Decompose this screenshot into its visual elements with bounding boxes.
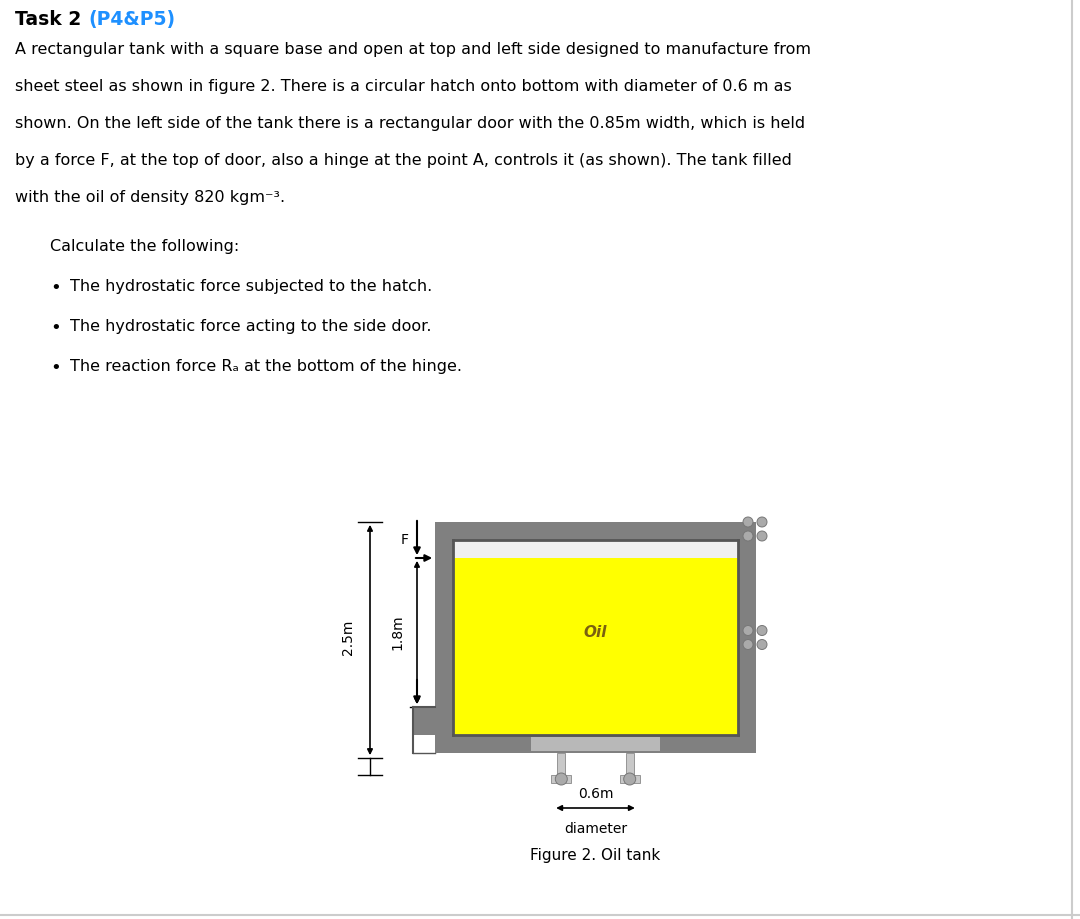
Text: diameter: diameter bbox=[564, 822, 627, 836]
Circle shape bbox=[757, 517, 767, 527]
Bar bbox=[453, 540, 738, 558]
Circle shape bbox=[743, 531, 753, 541]
Text: A rectangular tank with a square base and open at top and left side designed to : A rectangular tank with a square base an… bbox=[15, 42, 811, 57]
Bar bbox=[557, 753, 565, 775]
Text: F: F bbox=[401, 533, 409, 547]
Text: Figure 2. Oil tank: Figure 2. Oil tank bbox=[530, 848, 661, 863]
Bar bbox=[415, 709, 433, 733]
Text: Oil: Oil bbox=[584, 625, 607, 640]
Text: shown. On the left side of the tank there is a rectangular door with the 0.85m w: shown. On the left side of the tank ther… bbox=[15, 116, 805, 131]
Bar bbox=[738, 522, 756, 753]
Text: (P4&P5): (P4&P5) bbox=[87, 10, 175, 29]
Text: •: • bbox=[50, 319, 60, 337]
Bar bbox=[531, 737, 660, 751]
Bar bbox=[620, 775, 639, 783]
Circle shape bbox=[624, 773, 636, 785]
Circle shape bbox=[757, 640, 767, 650]
Text: Task 2: Task 2 bbox=[15, 10, 87, 29]
Bar bbox=[453, 558, 738, 735]
Bar bbox=[625, 753, 634, 775]
Text: A: A bbox=[443, 714, 453, 728]
Text: The hydrostatic force subjected to the hatch.: The hydrostatic force subjected to the h… bbox=[70, 279, 432, 294]
Bar bbox=[435, 522, 756, 540]
Bar bbox=[435, 522, 453, 753]
Circle shape bbox=[555, 773, 567, 785]
Bar bbox=[435, 735, 756, 753]
Text: •: • bbox=[50, 359, 60, 377]
Circle shape bbox=[743, 626, 753, 636]
Text: •: • bbox=[50, 279, 60, 297]
Text: sheet steel as shown in figure 2. There is a circular hatch onto bottom with dia: sheet steel as shown in figure 2. There … bbox=[15, 79, 792, 94]
Text: 2.5m: 2.5m bbox=[341, 619, 355, 655]
Text: 1.8m: 1.8m bbox=[390, 615, 404, 651]
Circle shape bbox=[743, 640, 753, 650]
Circle shape bbox=[743, 517, 753, 527]
Circle shape bbox=[757, 531, 767, 541]
Text: The hydrostatic force acting to the side door.: The hydrostatic force acting to the side… bbox=[70, 319, 432, 334]
Text: The reaction force Rₐ at the bottom of the hinge.: The reaction force Rₐ at the bottom of t… bbox=[70, 359, 462, 374]
Text: 0.6m: 0.6m bbox=[578, 787, 613, 801]
Circle shape bbox=[757, 626, 767, 636]
Text: with the oil of density 820 kgm⁻³.: with the oil of density 820 kgm⁻³. bbox=[15, 190, 285, 205]
Bar bbox=[551, 775, 571, 783]
Text: Calculate the following:: Calculate the following: bbox=[50, 239, 240, 254]
Text: by a force F, at the top of door, also a hinge at the point A, controls it (as s: by a force F, at the top of door, also a… bbox=[15, 153, 792, 168]
Bar bbox=[413, 707, 453, 735]
